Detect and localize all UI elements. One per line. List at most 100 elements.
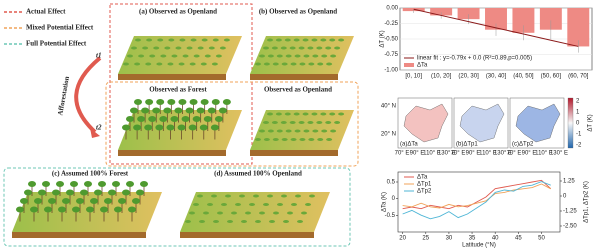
tree-crown [108,189,116,196]
grass [267,129,274,133]
tree-crown [58,206,66,213]
arrow-head [90,128,100,138]
grass [217,211,223,215]
tree-crown [86,206,94,213]
grass [199,220,205,223]
grass [294,129,301,133]
y-axis-label: ΔTa (K) [382,192,388,212]
mixed-frame [105,81,359,167]
tree-crown [42,181,50,187]
x-tick-label: (50, 60] [541,74,562,80]
grass [255,220,261,223]
grass [301,211,307,215]
tree-crown [140,181,148,187]
grass [283,220,289,223]
grass [156,62,163,66]
panel-label: (c) Assumed 100% Forest [52,170,129,178]
grass [215,54,222,58]
grass [263,62,270,66]
grass [305,203,311,206]
y-tick-label: 0.00 [386,6,398,12]
lat-label: 40° N [381,104,396,110]
grass [178,62,185,66]
tree-crown [38,189,46,196]
grass [182,54,189,58]
legend-text: Mixed Potential Effect [26,24,94,32]
lon-label: 130° E [550,151,568,157]
grass [329,38,336,42]
tree-crown [114,206,122,213]
grass [197,46,204,50]
grass [193,54,200,58]
tree-crown [62,198,70,204]
grass [179,38,186,42]
grass [142,46,149,50]
colorbar [567,97,574,149]
grass [307,46,314,50]
slab-side [118,74,226,80]
grass [280,121,287,124]
grass [326,138,333,141]
tree-crown [122,189,130,196]
series-line [402,179,552,210]
tree-crown [98,181,106,187]
panel-label: Observed as Openland [264,86,332,94]
grass [329,112,336,116]
grass [171,54,178,58]
tree-crown [70,181,78,187]
actual-frame [109,3,253,165]
panel-label: (b) Observed as Openland [259,8,337,16]
grass [281,194,287,198]
grass [272,138,279,141]
tree-crown [170,116,179,122]
x-tick-label: (60, 70] [568,74,589,80]
map-shape [403,103,449,143]
grass [227,220,233,223]
grass [308,138,315,141]
legend-swatch [404,63,414,67]
tree-crown [203,116,212,122]
x-tick-label: 35 [469,236,476,242]
plot-frame [397,171,561,233]
grass [330,129,337,133]
tree-crown [181,116,190,122]
grass [291,203,297,206]
grass [325,46,332,50]
tree-crown [218,107,227,114]
grass [299,138,306,141]
t1: t1 [96,52,101,60]
tree-crown [112,181,120,187]
grass [263,203,269,206]
colorbar-tick: 2 [576,99,580,105]
tree-crown [126,181,134,187]
y2-tick-label: -2.50 [563,224,577,230]
lon-label: 110° E [423,151,441,157]
x-tick-label: (30, 40] [486,74,507,80]
grass [208,46,215,50]
slab-side [250,74,338,80]
grass [167,62,174,66]
slab-side [118,150,226,156]
grass [267,194,273,198]
grass [330,54,337,58]
bar [512,8,535,33]
legend-text: Full Potential Effect [26,40,87,48]
grass [241,220,247,223]
grass [263,121,269,124]
bar [457,8,480,20]
grass [207,203,213,206]
tree-crown [185,107,194,114]
tree-crown [128,206,136,213]
grass [186,46,193,50]
grass [138,54,145,58]
lon-label: 90° E [522,151,537,157]
grass [271,121,278,124]
grass [255,138,261,141]
grass [298,121,305,124]
tree-crown [155,124,164,131]
y-tick-label: -1.00 [384,68,398,74]
tree-crown [192,116,201,122]
grass [320,112,327,116]
lon-label: 130° E [494,151,512,157]
